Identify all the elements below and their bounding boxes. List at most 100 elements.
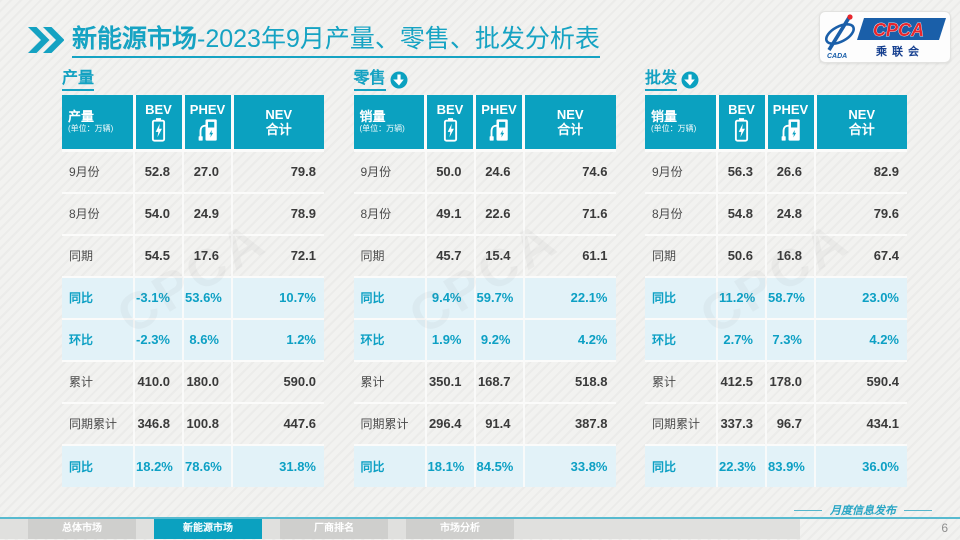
cell-value: 15.4	[473, 233, 524, 277]
phev-column-header: PHEV	[473, 95, 524, 152]
bev-column-label: BEV	[145, 101, 172, 117]
row-label: 同期累计	[62, 401, 134, 445]
cell-value: 22.1%	[522, 275, 616, 319]
header-label: 销量	[651, 109, 678, 124]
cell-value: 178.0	[765, 359, 815, 403]
slide-header: 新能源市场-2023年9月产量、零售、批发分析表	[28, 24, 810, 58]
header-label: 销量	[359, 109, 386, 124]
table-row: 8月份 54.0 24.9 78.9	[62, 191, 324, 235]
cell-value: 58.7%	[765, 275, 815, 319]
table-row: 同比 18.2% 78.6% 31.8%	[62, 443, 324, 487]
cell-value: 74.6	[522, 150, 616, 193]
cell-value: 1.2%	[231, 317, 324, 361]
table-header-row: 产量 (单位：万辆) BEV	[62, 95, 324, 152]
cell-value: 22.6	[473, 191, 524, 235]
cell-value: 590.0	[231, 359, 324, 403]
cell-value: 71.6	[522, 191, 616, 235]
row-label: 同期	[645, 233, 717, 277]
down-arrow-icon	[681, 71, 699, 89]
nev-column-label-1: NEV	[265, 106, 293, 122]
section-title-text: 产量	[62, 70, 95, 91]
footer-tab-4[interactable]: 市场分析	[406, 519, 514, 539]
cell-value: 18.2%	[133, 443, 183, 487]
footer-tab-3[interactable]: 厂商排名	[280, 519, 388, 539]
dash-left	[794, 509, 822, 511]
cell-value: 24.8	[765, 191, 815, 235]
cell-value: 52.8	[133, 150, 183, 193]
nev-column-header: NEV 合计	[813, 95, 907, 152]
cell-value: 91.4	[473, 401, 524, 445]
row-label: 9月份	[652, 165, 683, 180]
cell-value: 26.6	[765, 150, 815, 193]
table-row: 9月份 52.8 27.0 79.8	[62, 150, 324, 193]
row-label: 同期	[62, 233, 134, 277]
header-unit: (单位：万辆)	[359, 124, 405, 133]
footer-divider	[0, 517, 960, 519]
table-row: 同期 54.5 17.6 72.1	[62, 233, 324, 277]
table-row: 同比 -3.1% 53.6% 10.7%	[62, 275, 324, 319]
phev-column-label: PHEV	[189, 101, 226, 117]
cell-value: 447.6	[231, 401, 324, 445]
cell-value: 50.0	[424, 150, 475, 193]
footer-tab-1[interactable]: 总体市场	[28, 519, 136, 539]
cell-value: 18.1%	[424, 443, 475, 487]
charger-icon	[489, 118, 508, 141]
cell-value: 296.4	[424, 401, 475, 445]
header-label: 产量	[68, 109, 95, 124]
table-row: 同期累计 337.3 96.7 434.1	[645, 401, 907, 445]
row-label: 同期	[353, 233, 426, 277]
row-label: 8月份	[645, 191, 717, 235]
cell-value: 434.1	[814, 401, 907, 445]
cell-value: 10.7%	[231, 275, 324, 319]
cell-value: 78.6%	[182, 443, 232, 487]
svg-text:乘联会: 乘联会	[875, 44, 924, 58]
table-row: 累计 412.5 178.0 590.4	[645, 359, 907, 403]
cell-value: 79.6	[814, 191, 907, 235]
phev-column-label: PHEV	[772, 101, 809, 117]
charger-icon	[781, 118, 800, 141]
table-row: 8月份 54.8 24.8 79.6	[645, 191, 907, 235]
cell-value: 54.8	[716, 191, 766, 235]
cell-value: 1.9%	[424, 317, 475, 361]
table-row: 9月份 50.0 24.6 74.6	[354, 150, 616, 193]
cell-value: 27.0	[182, 150, 232, 193]
section-title: 零售	[353, 68, 616, 92]
data-table-section: 批发 销量 (单位：万辆) BEV	[645, 68, 907, 487]
table-row: 同期累计 296.4 91.4 387.8	[353, 401, 616, 445]
nev-column-label-2: 合计	[265, 121, 292, 137]
cell-value: -3.1%	[133, 275, 183, 319]
battery-icon	[443, 117, 457, 142]
cell-value: 11.2%	[716, 275, 766, 319]
cell-value: 31.8%	[231, 443, 324, 487]
header-label-cell: 销量 (单位：万辆)	[353, 95, 426, 152]
battery-icon	[734, 117, 749, 142]
cell-value: 22.3%	[716, 443, 766, 487]
row-label: 8月份	[353, 191, 426, 235]
row-label: 9月份	[360, 165, 392, 180]
cell-value: 24.9	[182, 191, 232, 235]
cell-value: 56.3	[716, 150, 766, 193]
section-title-text: 零售	[353, 70, 386, 91]
charger-icon	[198, 118, 217, 141]
cell-value: 24.6	[473, 150, 524, 193]
cell-value: 79.8	[231, 150, 324, 193]
header-label-cell: 产量 (单位：万辆)	[62, 95, 134, 152]
nev-column-label-2: 合计	[848, 121, 875, 137]
phev-column-header: PHEV	[181, 95, 232, 152]
row-label: 同期累计	[353, 401, 426, 445]
table-row: 9月份 56.3 26.6 82.9	[645, 150, 907, 193]
cell-value: 410.0	[133, 359, 183, 403]
table-header-row: 销量 (单位：万辆) BEV	[645, 95, 907, 152]
nev-column-header: NEV 合计	[230, 95, 324, 152]
footer-tab-2[interactable]: 新能源市场	[154, 519, 262, 539]
bev-column-header: BEV	[715, 95, 766, 152]
cell-value: 337.3	[716, 401, 766, 445]
cpca-logo: CADA CPCA 乘联会	[819, 11, 951, 63]
cell-value: 4.2%	[522, 317, 616, 361]
section-title-text: 批发	[645, 70, 678, 91]
cell-value: 36.0%	[814, 443, 907, 487]
row-label: 8月份	[62, 191, 134, 235]
cell-value: 54.5	[133, 233, 183, 277]
row-label: 累计	[645, 359, 717, 403]
